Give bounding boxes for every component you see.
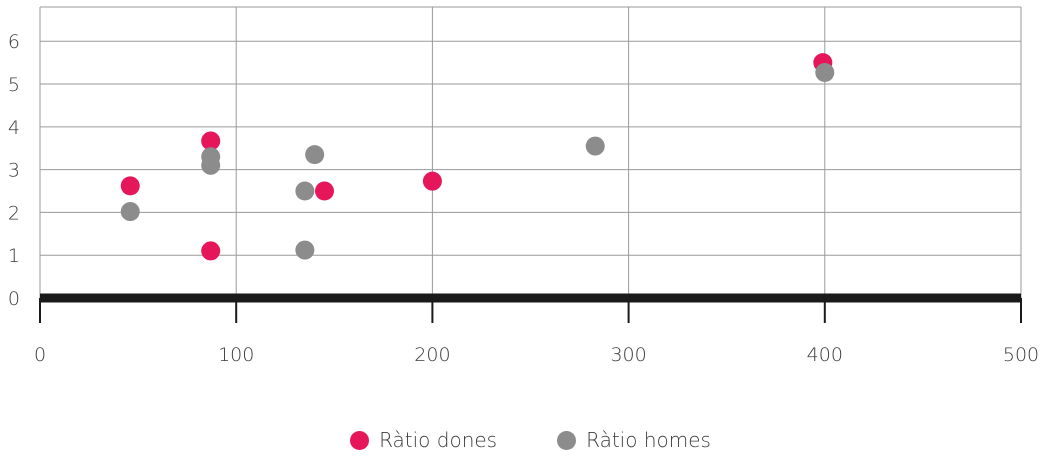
- x-tick-label-500: 500: [1003, 344, 1039, 366]
- x-tick-label-300: 300: [610, 344, 646, 366]
- y-tick-label-2: 2: [8, 202, 20, 224]
- point-women-3: [314, 181, 334, 201]
- y-tick-label-0: 0: [8, 288, 20, 310]
- point-men-5: [295, 240, 315, 260]
- point-women-1: [201, 131, 221, 151]
- point-women-4: [422, 171, 442, 191]
- point-men-0: [120, 202, 140, 222]
- y-tick-label-6: 6: [8, 31, 20, 53]
- point-women-0: [120, 176, 140, 196]
- legend-item-women: Ràtio dones: [350, 428, 497, 452]
- legend-label-women: Ràtio dones: [379, 428, 498, 452]
- data-points: [120, 53, 835, 261]
- point-men-6: [585, 136, 605, 156]
- legend-swatch-men: [557, 430, 577, 450]
- grid-lines: [39, 6, 1022, 298]
- tick-labels: 0 1 2 3 4 5 6 0 100 200 300 400 500: [8, 31, 1039, 366]
- point-men-2: [201, 155, 221, 175]
- y-tick-label-1: 1: [8, 245, 20, 267]
- legend-swatch-women: [350, 430, 370, 450]
- y-tick-label-4: 4: [8, 117, 20, 139]
- legend-label-men: Ràtio homes: [586, 428, 711, 452]
- x-tick-label-400: 400: [807, 344, 843, 366]
- x-tick-label-0: 0: [34, 344, 46, 366]
- y-tick-label-5: 5: [8, 74, 20, 96]
- axes: [39, 293, 1022, 323]
- point-women-2: [201, 241, 221, 261]
- x-tick-label-100: 100: [218, 344, 254, 366]
- point-men-3: [295, 181, 315, 201]
- x-tick-label-200: 200: [414, 344, 450, 366]
- point-men-7: [815, 62, 835, 82]
- point-men-4: [305, 145, 325, 165]
- legend: Ràtio dones Ràtio homes: [0, 425, 1061, 455]
- y-tick-label-3: 3: [8, 160, 20, 182]
- legend-item-men: Ràtio homes: [557, 428, 711, 452]
